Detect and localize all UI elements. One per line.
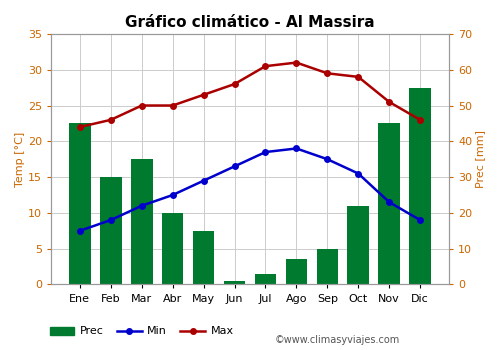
Bar [131,159,152,285]
Title: Gráfico climático - Al Massira: Gráfico climático - Al Massira [125,15,375,30]
Bar [410,88,431,285]
Bar [316,249,338,285]
Bar [224,281,246,285]
Y-axis label: Temp [°C]: Temp [°C] [15,132,25,187]
Bar [69,124,90,285]
Y-axis label: Prec [mm]: Prec [mm] [475,130,485,188]
Bar [378,124,400,285]
Bar [100,177,122,285]
Bar [348,206,369,285]
Text: ©www.climasyviajes.com: ©www.climasyviajes.com [275,335,400,345]
Bar [286,259,307,285]
Bar [193,231,214,285]
Bar [162,213,184,285]
Legend: Prec, Min, Max: Prec, Min, Max [46,322,238,341]
Bar [254,274,276,285]
